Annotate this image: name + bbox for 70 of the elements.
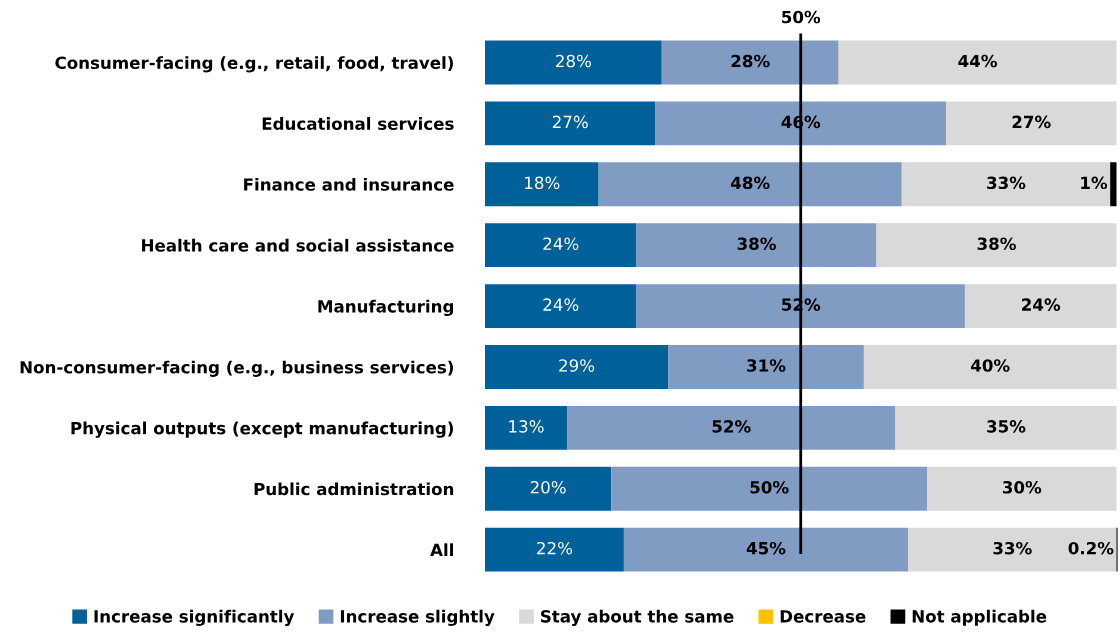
legend-label: Increase significantly [94, 609, 295, 626]
bar [484, 223, 637, 268]
bar [484, 405, 568, 450]
data-label: 24% [1022, 298, 1061, 311]
y-tick-label: Educational services [262, 117, 454, 130]
data-label: 0.2% [1068, 541, 1114, 555]
data-label: 44% [958, 54, 997, 68]
ref-line-label: 50% [782, 10, 821, 24]
data-label: 24% [543, 237, 579, 251]
bar [484, 101, 656, 146]
data-label: 35% [987, 420, 1026, 433]
data-label: 18% [525, 176, 560, 190]
data-label: 33% [993, 541, 1032, 555]
data-label: 38% [737, 237, 776, 251]
data-label: 1% [1081, 176, 1108, 190]
legend-label: Increase slightly [340, 609, 495, 626]
bar [484, 162, 599, 207]
bar [901, 162, 1111, 207]
bar [945, 101, 1117, 146]
data-label: 40% [970, 359, 1010, 372]
y-tick-label: Physical outputs (except manufacturing) [71, 421, 453, 438]
bar [484, 345, 669, 389]
data-label: 28% [731, 54, 770, 68]
y-tick-label: Consumer-facing (e.g., retail, food, travel) [55, 56, 453, 73]
bar [484, 466, 612, 511]
bar [876, 223, 1117, 268]
data-label: 24% [543, 298, 579, 311]
bar [623, 527, 909, 572]
data-label: 28% [556, 54, 591, 68]
data-label: 27% [552, 115, 588, 129]
data-label: 50% [750, 480, 789, 494]
bar [484, 284, 637, 328]
bar [598, 162, 902, 207]
y-tick-label: All [430, 543, 453, 556]
data-label: 38% [977, 237, 1016, 251]
bar [567, 405, 896, 450]
bar [895, 405, 1117, 450]
data-label: 22% [537, 541, 573, 555]
data-label: 31% [747, 359, 786, 372]
bar [661, 40, 839, 85]
data-label: 45% [746, 541, 786, 555]
y-tick-label: Non-consumer-facing (e.g., business services) [20, 360, 453, 377]
data-label: 13% [509, 420, 544, 433]
y-tick-label: Manufacturing [318, 299, 454, 317]
bar [1110, 162, 1117, 207]
data-label: 48% [731, 176, 770, 190]
legend-label: Stay about the same [541, 609, 734, 626]
bar [863, 345, 1117, 389]
bar [908, 527, 1117, 572]
data-label: 20% [530, 480, 566, 494]
bar [636, 223, 877, 268]
legend-label: Not applicable [912, 609, 1047, 626]
data-label: 29% [559, 359, 595, 372]
data-label: 33% [987, 176, 1026, 190]
bar [668, 345, 864, 389]
bar [655, 101, 946, 146]
bar [484, 527, 624, 572]
y-tick-label: Finance and insurance [244, 177, 454, 191]
data-label: 27% [1012, 115, 1051, 129]
y-tick-label: Public administration [254, 482, 454, 496]
y-tick-label: Health care and social assistance [142, 238, 454, 252]
bar [611, 466, 928, 511]
legend-label: Decrease [780, 610, 866, 623]
data-label: 30% [1002, 480, 1042, 494]
bar [964, 284, 1117, 328]
bar [838, 40, 1117, 85]
data-label: 52% [712, 420, 751, 433]
bar [927, 466, 1117, 511]
bar [636, 284, 965, 328]
bar [484, 40, 662, 85]
